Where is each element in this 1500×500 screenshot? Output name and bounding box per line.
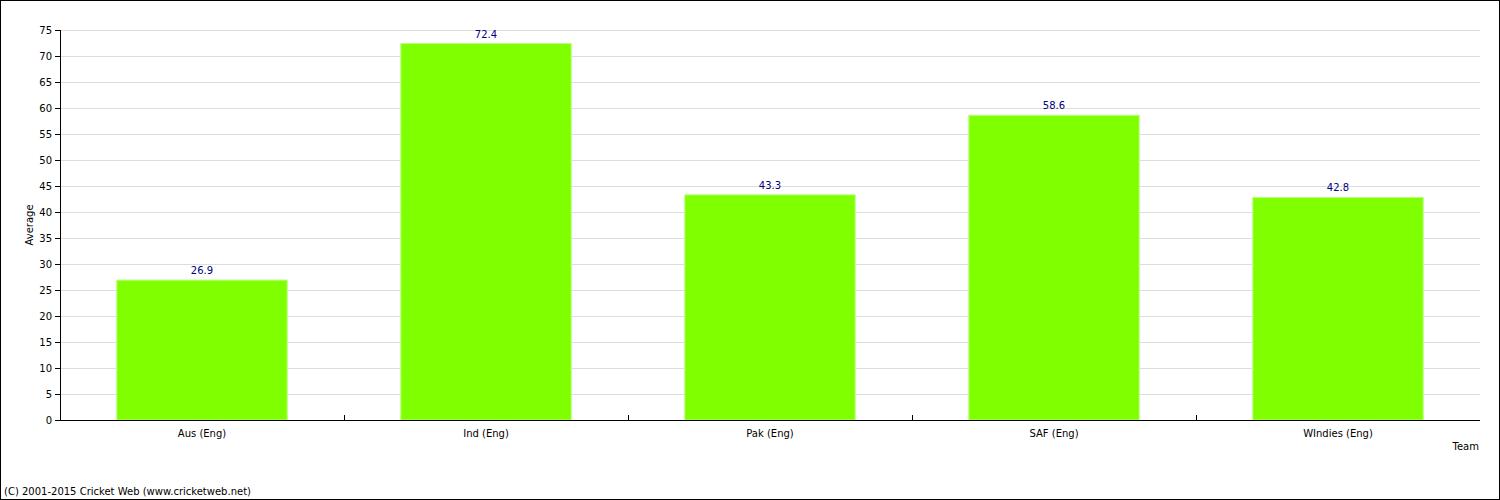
y-tick-label: 60 — [39, 103, 52, 114]
y-tick — [55, 30, 60, 31]
y-tick — [55, 134, 60, 135]
y-tick — [55, 342, 60, 343]
grid-line — [60, 30, 1480, 31]
chart: 0 5 10 15 20 25 30 35 40 45 50 55 60 65 70 75 26.9 72.4 43… — [0, 0, 1500, 500]
y-tick — [55, 186, 60, 187]
y-tick — [55, 394, 60, 395]
x-divider — [912, 415, 913, 420]
x-axis-label: Team — [1452, 441, 1479, 452]
y-tick-label: 70 — [39, 51, 52, 62]
y-tick-label: 40 — [39, 207, 52, 218]
x-tick-label: WIndies (Eng) — [1303, 428, 1373, 439]
bars — [117, 44, 1423, 420]
y-tick — [55, 160, 60, 161]
y-tick — [55, 420, 60, 421]
grid-line — [60, 82, 1480, 83]
grid-line — [60, 134, 1480, 135]
y-tick — [55, 82, 60, 83]
x-tick-label: Ind (Eng) — [463, 428, 509, 439]
y-tick — [55, 238, 60, 239]
y-tick — [55, 212, 60, 213]
y-tick-label: 15 — [39, 337, 52, 348]
x-divider — [628, 415, 629, 420]
frame — [1, 1, 1500, 500]
y-tick — [55, 108, 60, 109]
y-axis-label: Average — [24, 204, 35, 245]
y-tick-label: 0 — [46, 415, 52, 426]
bar — [685, 195, 855, 420]
y-axis — [60, 30, 61, 420]
grid-line — [60, 160, 1480, 161]
x-axis — [60, 420, 1480, 421]
y-tick-label: 45 — [39, 181, 52, 192]
y-tick-label: 75 — [39, 25, 52, 36]
y-tick-label: 50 — [39, 155, 52, 166]
y-tick-label: 10 — [39, 363, 52, 374]
data-label: 26.9 — [191, 265, 213, 276]
bar — [117, 280, 287, 420]
data-label: 43.3 — [759, 180, 781, 191]
y-tick — [55, 316, 60, 317]
data-label: 58.6 — [1043, 100, 1065, 111]
y-tick-label: 20 — [39, 311, 52, 322]
y-tick-label: 55 — [39, 129, 52, 140]
bar — [1253, 197, 1423, 420]
y-tick-label: 35 — [39, 233, 52, 244]
x-tick-label: Aus (Eng) — [178, 428, 226, 439]
grid-line — [60, 108, 1480, 109]
grid-line — [60, 420, 1480, 421]
y-tick-label: 5 — [46, 389, 52, 400]
y-tick-label: 65 — [39, 77, 52, 88]
y-tick — [55, 368, 60, 369]
x-tick-label: SAF (Eng) — [1029, 428, 1078, 439]
y-tick — [55, 56, 60, 57]
y-tick-label: 25 — [39, 285, 52, 296]
bar — [401, 44, 571, 420]
grid-line — [60, 56, 1480, 57]
x-tick-label: Pak (Eng) — [746, 428, 794, 439]
bar — [969, 115, 1139, 420]
y-tick — [55, 290, 60, 291]
y-tick — [55, 264, 60, 265]
data-label: 72.4 — [475, 29, 497, 40]
x-divider — [344, 415, 345, 420]
data-label: 42.8 — [1327, 182, 1349, 193]
annotation: (C) 2001-2015 Cricket Web (www.cricketwe… — [4, 486, 251, 497]
y-tick-label: 30 — [39, 259, 52, 270]
x-divider — [1196, 415, 1197, 420]
